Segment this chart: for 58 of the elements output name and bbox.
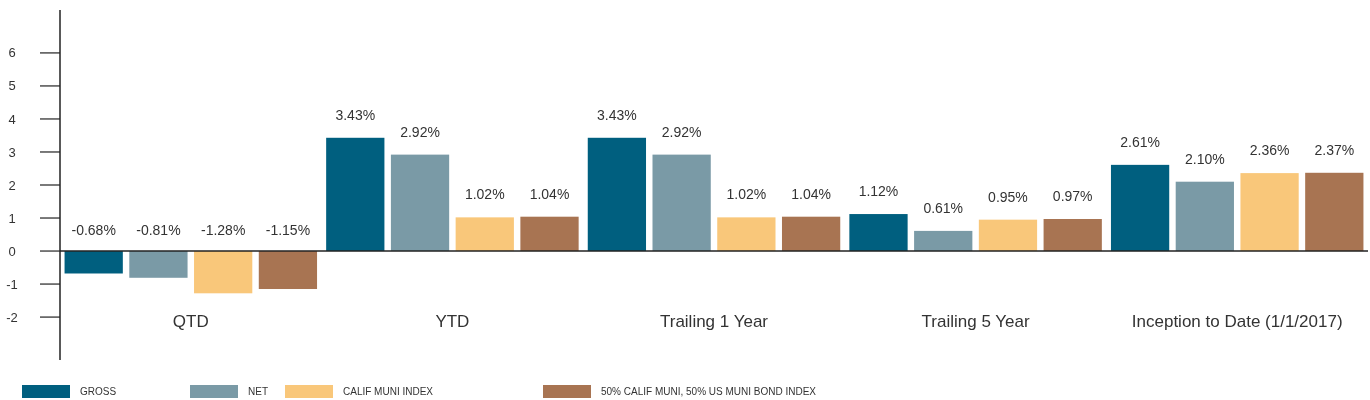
- legend-label: CALIF MUNI INDEX: [343, 386, 434, 397]
- bar: [520, 216, 579, 252]
- data-label: 3.43%: [335, 106, 376, 123]
- y-tick-label: 3: [8, 144, 16, 160]
- data-label: 1.02%: [464, 186, 505, 203]
- bar: [326, 137, 385, 252]
- data-label: -0.68%: [71, 222, 116, 239]
- y-tick-label: -1: [6, 276, 18, 292]
- data-label: 2.36%: [1249, 142, 1290, 159]
- data-label: 3.43%: [597, 106, 637, 123]
- y-tick-label: 5: [8, 78, 16, 94]
- y-tick-label: 2: [8, 177, 16, 193]
- bar: [587, 137, 647, 252]
- bar: [652, 154, 711, 252]
- data-label: 0.95%: [988, 188, 1028, 205]
- x-tick-label: Inception to Date (1/1/2017): [1131, 312, 1343, 331]
- x-tick-label: QTD: [172, 312, 209, 331]
- data-label: 2.10%: [1184, 150, 1225, 167]
- bar: [1110, 164, 1170, 252]
- x-tick-label: Trailing 5 Year: [921, 312, 1030, 331]
- bar: [1240, 173, 1299, 252]
- bar: [258, 251, 318, 290]
- bar: [194, 251, 253, 294]
- bar: [849, 214, 908, 252]
- data-label: 1.02%: [726, 186, 767, 203]
- y-tick-label: -2: [6, 309, 18, 325]
- data-label: -1.28%: [200, 222, 246, 239]
- data-label: 0.61%: [923, 199, 964, 216]
- data-label: 2.61%: [1120, 133, 1160, 150]
- data-label: -1.15%: [265, 222, 311, 239]
- legend-label: NET: [248, 386, 268, 397]
- bar: [717, 217, 776, 252]
- data-label: 2.92%: [661, 123, 702, 140]
- y-tick-label: 4: [8, 111, 16, 127]
- y-tick-label: 0: [8, 243, 16, 259]
- data-label: 0.97%: [1052, 188, 1093, 205]
- data-label: 2.37%: [1314, 141, 1355, 158]
- bar: [129, 251, 188, 278]
- data-label: 1.04%: [529, 185, 570, 202]
- bar: [978, 219, 1038, 252]
- legend-label: GROSS: [80, 386, 117, 397]
- bar: [390, 154, 450, 252]
- y-tick-label: 6: [8, 45, 16, 61]
- bar: [914, 230, 973, 252]
- data-label: 1.04%: [791, 185, 831, 202]
- x-tick-label: YTD: [435, 312, 470, 331]
- bar: [781, 216, 841, 252]
- data-label: 2.92%: [400, 123, 440, 140]
- bar: [1305, 172, 1364, 252]
- data-label: -0.81%: [136, 222, 181, 239]
- x-tick-label: Trailing 1 Year: [659, 312, 769, 331]
- legend-label: 50% CALIF MUNI, 50% US MUNI BOND INDEX: [601, 386, 817, 397]
- bar: [64, 251, 123, 274]
- bar: [1043, 219, 1102, 252]
- data-label: 1.12%: [858, 183, 899, 200]
- bar: [1175, 181, 1234, 252]
- y-tick-label: 1: [8, 210, 16, 226]
- bar: [455, 217, 514, 252]
